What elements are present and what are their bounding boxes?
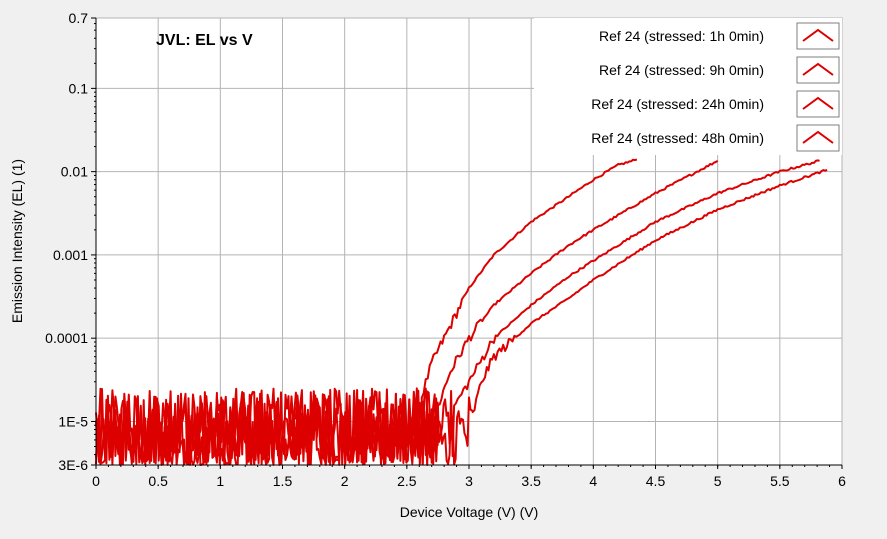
legend-swatch[interactable]: [796, 22, 840, 50]
axes: 0 0.5 1 1.5 2 2.5 3 3.5 4 4.5 5 5.5 6 3E-6 1E-5 0.0001 0…: [45, 10, 846, 489]
x-tick-label: 4.5: [646, 473, 666, 489]
legend-swatch[interactable]: [796, 56, 840, 84]
x-tick-label: 6: [838, 473, 846, 489]
y-tick-label: 1E-5: [58, 413, 88, 429]
legend: Ref 24 (stressed: 1h 0min) Ref 24 (stress…: [534, 18, 842, 155]
x-tick-label: 5: [714, 473, 722, 489]
x-tick-label: 2.5: [397, 473, 417, 489]
legend-label: Ref 24 (stressed: 9h 0min): [599, 62, 764, 78]
series-layer: [95, 158, 828, 466]
x-axis-label: Device Voltage (V) (V): [400, 504, 539, 520]
legend-label: Ref 24 (stressed: 1h 0min): [599, 28, 764, 44]
legend-label: Ref 24 (stressed: 48h 0min): [591, 130, 764, 146]
y-tick-label: 0.01: [61, 164, 88, 180]
x-tick-label: 3.5: [521, 473, 541, 489]
x-tick-label: 5.5: [770, 473, 790, 489]
legend-swatch[interactable]: [796, 90, 840, 118]
y-tick-label: 0.1: [69, 80, 89, 96]
legend-swatch[interactable]: [796, 124, 840, 152]
x-tick-label: 1: [216, 473, 224, 489]
y-axis-label: Emission Intensity (EL) (1): [9, 159, 25, 323]
x-tick-label: 0: [92, 473, 100, 489]
y-tick-label: 0.0001: [45, 330, 88, 346]
x-tick-label: 3: [465, 473, 473, 489]
y-tick-label: 0.001: [53, 247, 88, 263]
y-tick-label: 3E-6: [58, 457, 88, 473]
series-line-4: [95, 168, 828, 466]
x-tick-label: 2: [341, 473, 349, 489]
chart-title: JVL: EL vs V: [156, 32, 253, 49]
x-tick-label: 1.5: [273, 473, 293, 489]
x-tick-label: 0.5: [148, 473, 168, 489]
y-tick-label: 0.7: [69, 10, 89, 26]
series-line-2: [95, 159, 719, 466]
x-tick-label: 4: [589, 473, 597, 489]
legend-label: Ref 24 (stressed: 24h 0min): [591, 96, 764, 112]
legend-box: [534, 18, 842, 155]
